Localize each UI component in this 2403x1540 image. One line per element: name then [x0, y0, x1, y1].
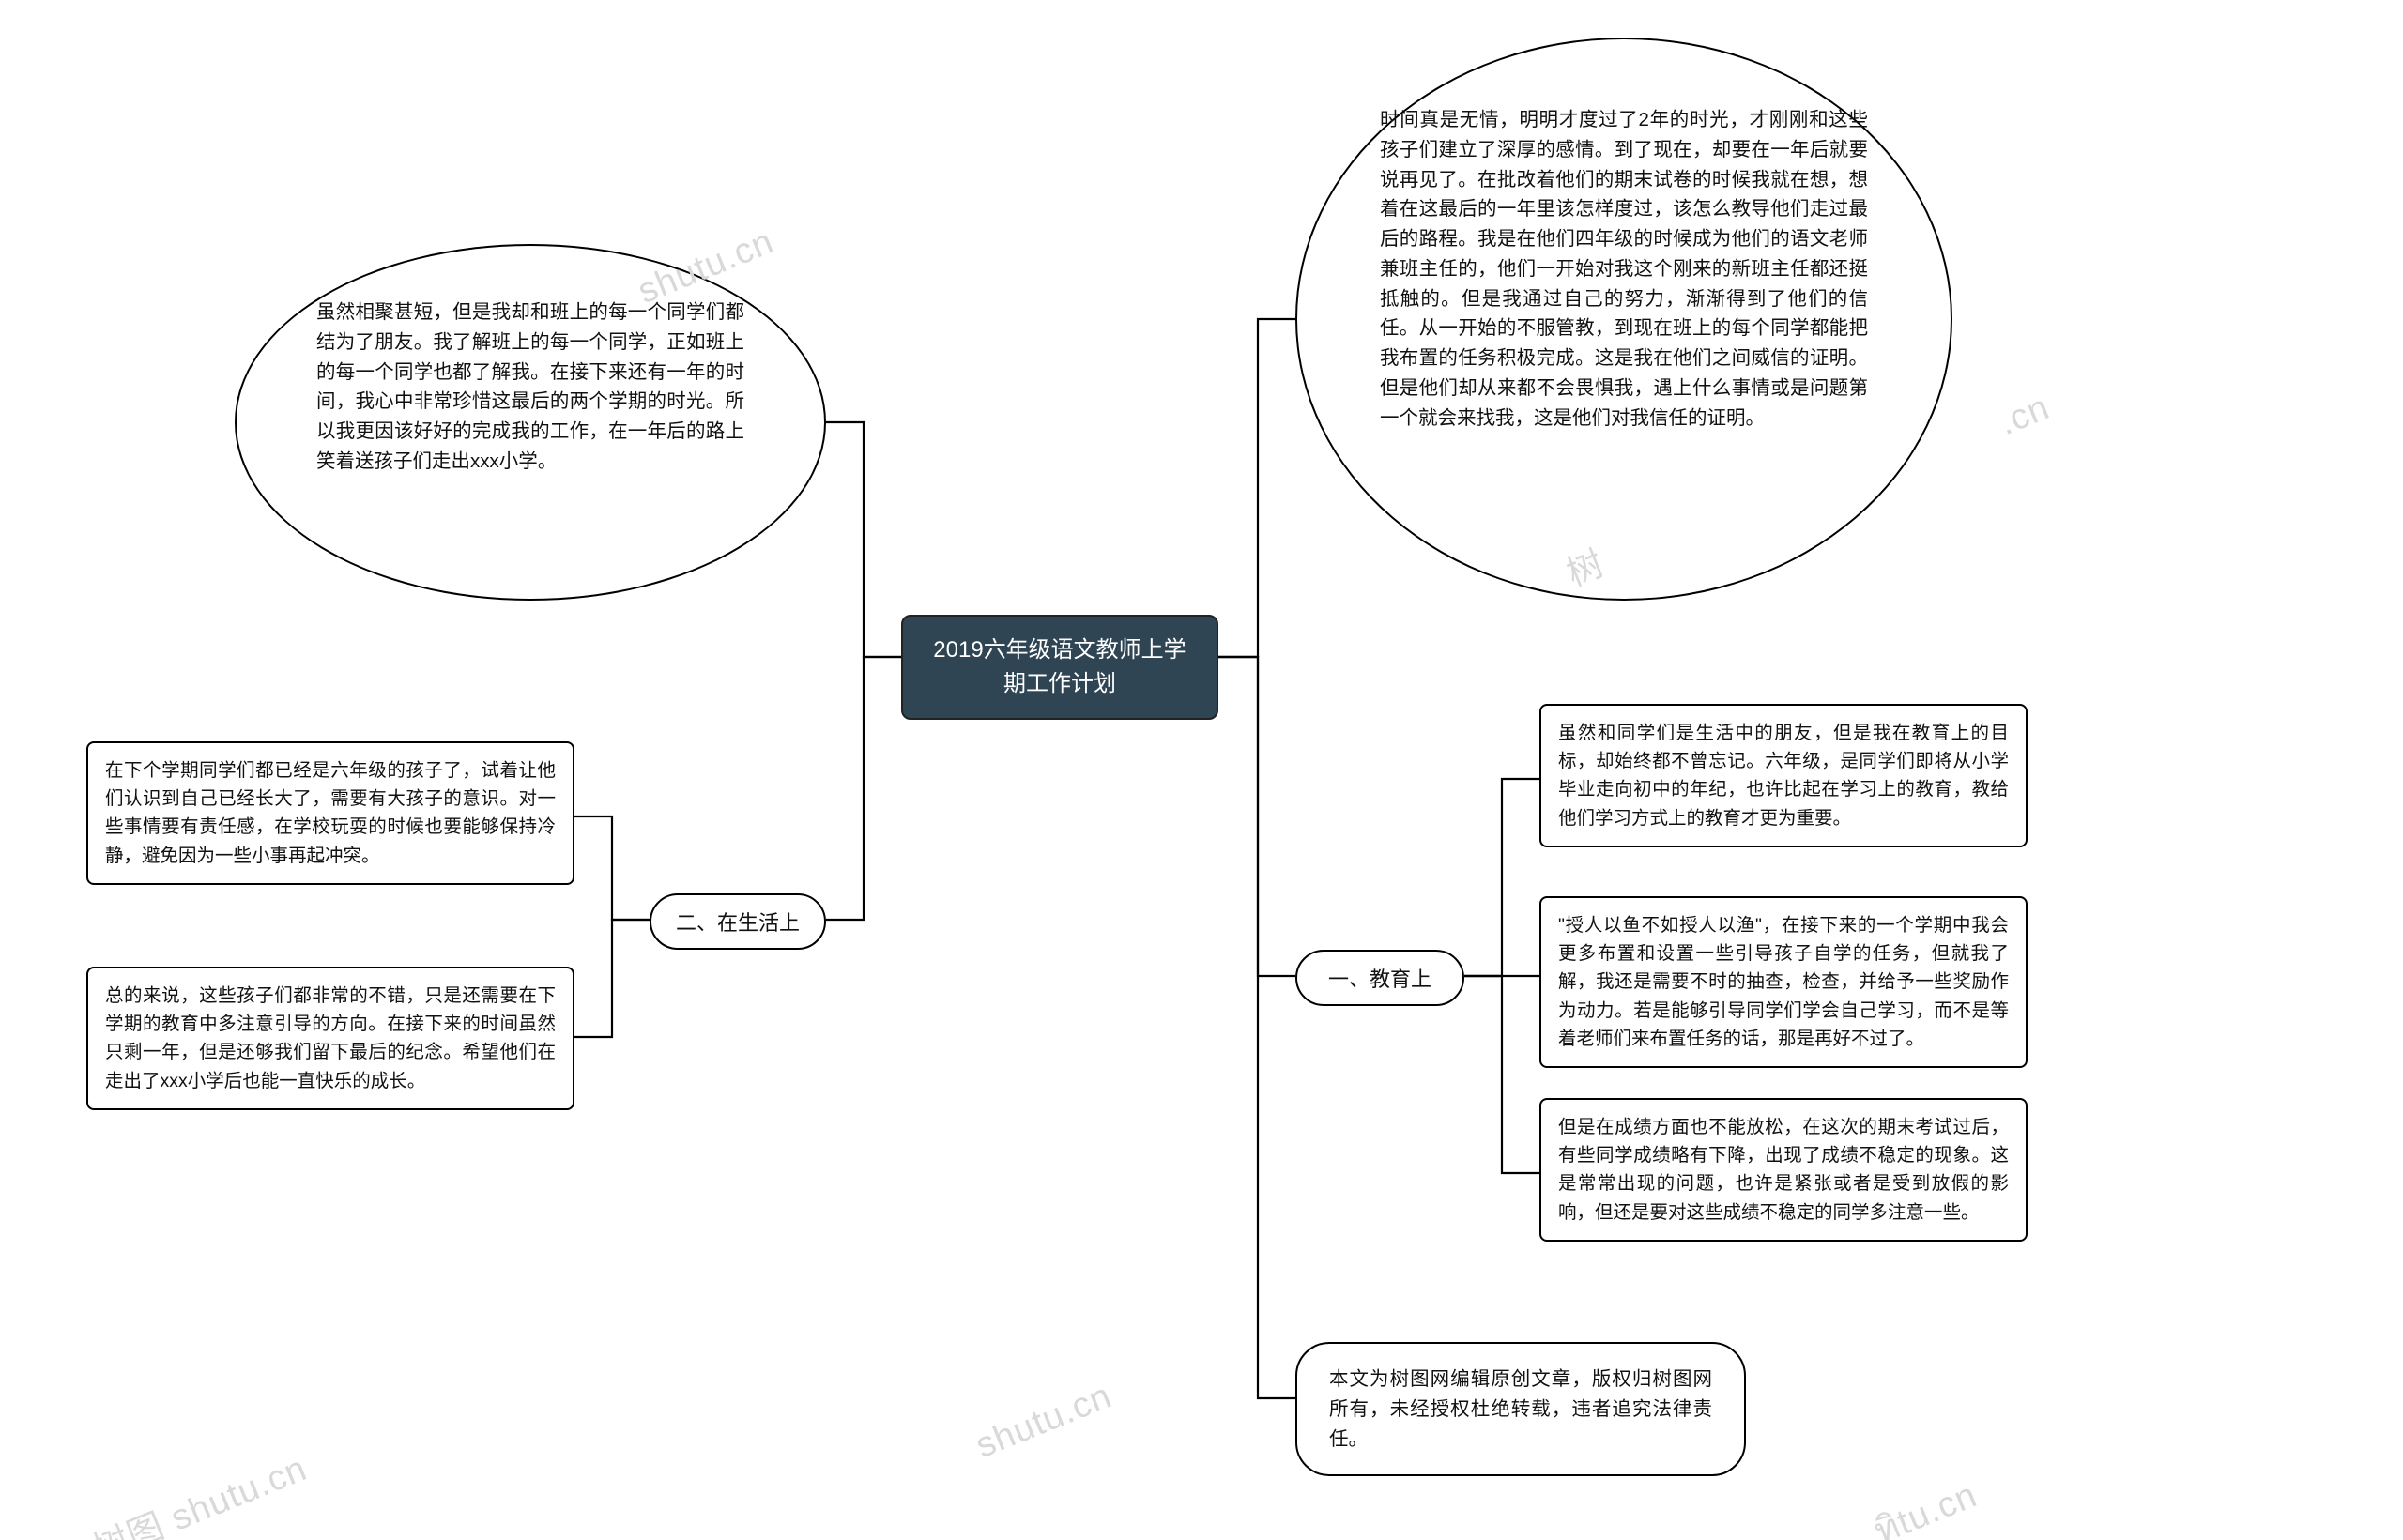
- education-leaf-2: "授人以鱼不如授人以渔"，在接下来的一个学期中我会更多布置和设置一些引导孩子自学…: [1539, 896, 2028, 1068]
- life-leaf-2: 总的来说，这些孩子们都非常的不错，只是还需要在下学期的教育中多注意引导的方向。在…: [86, 967, 574, 1110]
- mindmap-canvas: 2019六年级语文教师上学 期工作计划 时间真是无情，明明才度过了2年的时光，才…: [0, 0, 2403, 1540]
- copyright-text: 本文为树图网编辑原创文章，版权归树图网所有，未经授权杜绝转载，违者追究法律责任。: [1329, 1368, 1712, 1450]
- section-life-label: 二、在生活上: [676, 911, 800, 935]
- life-leaf-2-text: 总的来说，这些孩子们都非常的不错，只是还需要在下学期的教育中多注意引导的方向。在…: [105, 985, 556, 1091]
- education-leaf-2-text: "授人以鱼不如授人以渔"，在接下来的一个学期中我会更多布置和设置一些引导孩子自学…: [1558, 915, 2009, 1049]
- life-leaf-1: 在下个学期同学们都已经是六年级的孩子了，试着让他们认识到自己已经长大了，需要有大…: [86, 741, 574, 885]
- left-intro-text: 虽然相聚甚短，但是我却和班上的每一个同学们都结为了朋友。我了解班上的每一个同学，…: [316, 301, 744, 472]
- education-leaf-3: 但是在成绩方面也不能放松，在这次的期末考试过后，有些同学成绩略有下降，出现了成绩…: [1539, 1098, 2028, 1242]
- education-leaf-3-text: 但是在成绩方面也不能放松，在这次的期末考试过后，有些同学成绩略有下降，出现了成绩…: [1558, 1117, 2009, 1223]
- section-education: 一、教育上: [1295, 950, 1464, 1006]
- root-title-line1: 2019六年级语文教师上学: [926, 633, 1194, 667]
- root-title-line2: 期工作计划: [926, 667, 1194, 701]
- watermark: .cn: [1994, 388, 2056, 444]
- left-intro-oval: 虽然相聚甚短，但是我却和班上的每一个同学们都结为了朋友。我了解班上的每一个同学，…: [235, 244, 826, 601]
- watermark: shutu.cn: [971, 1376, 1118, 1467]
- life-leaf-1-text: 在下个学期同学们都已经是六年级的孩子了，试着让他们认识到自己已经长大了，需要有大…: [105, 760, 556, 866]
- root-node: 2019六年级语文教师上学 期工作计划: [901, 615, 1218, 720]
- right-intro-oval: 时间真是无情，明明才度过了2年的时光，才刚刚和这些孩子们建立了深厚的感情。到了现…: [1295, 38, 1952, 601]
- watermark: ทิtu.cn: [1865, 1466, 1985, 1540]
- education-leaf-1: 虽然和同学们是生活中的朋友，但是我在教育上的目标，却始终都不曾忘记。六年级，是同…: [1539, 704, 2028, 847]
- copyright-node: 本文为树图网编辑原创文章，版权归树图网所有，未经授权杜绝转载，违者追究法律责任。: [1295, 1342, 1746, 1476]
- watermark: 树图 shutu.cn: [84, 1440, 313, 1540]
- section-life: 二、在生活上: [650, 893, 826, 950]
- education-leaf-1-text: 虽然和同学们是生活中的朋友，但是我在教育上的目标，却始终都不曾忘记。六年级，是同…: [1558, 723, 2009, 829]
- section-education-label: 一、教育上: [1328, 968, 1431, 991]
- right-intro-text: 时间真是无情，明明才度过了2年的时光，才刚刚和这些孩子们建立了深厚的感情。到了现…: [1380, 109, 1868, 429]
